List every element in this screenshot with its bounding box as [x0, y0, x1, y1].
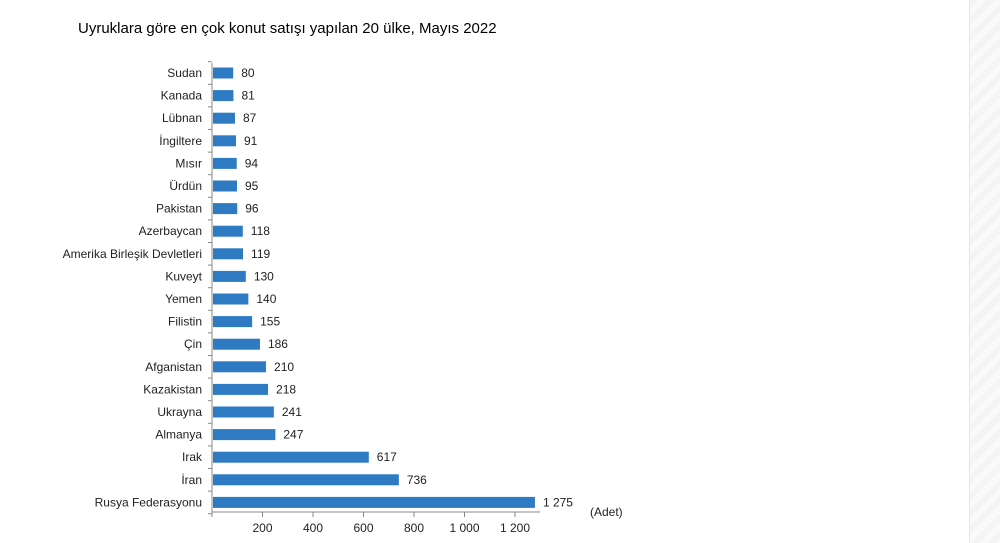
category-label: Çin [184, 337, 202, 351]
bar [213, 451, 369, 463]
value-label: 218 [276, 382, 296, 396]
value-label: 155 [260, 315, 280, 329]
bar [213, 180, 237, 192]
category-label: Amerika Birleşik Devletleri [63, 247, 202, 261]
x-tick-label: 800 [404, 521, 424, 535]
category-label: Mısır [175, 156, 202, 170]
value-label: 210 [274, 360, 294, 374]
page-edge-decoration [969, 0, 1000, 543]
category-label: Ürdün [169, 179, 202, 193]
value-label: 118 [251, 224, 270, 238]
category-label: Ukrayna [157, 405, 202, 419]
value-label: 186 [268, 337, 288, 351]
category-label: Afganistan [145, 360, 202, 374]
bar [213, 496, 535, 508]
category-label: Rusya Federasyonu [95, 495, 202, 509]
category-label: Filistin [168, 315, 202, 329]
bar [213, 383, 269, 395]
category-label: Yemen [165, 292, 202, 306]
value-label: 91 [244, 134, 258, 148]
x-tick-label: 1 200 [500, 521, 530, 535]
value-label: 81 [241, 89, 255, 103]
category-label: Pakistan [156, 202, 202, 216]
bar [213, 338, 260, 350]
value-label: 736 [407, 473, 427, 487]
bar [213, 429, 276, 441]
category-label: Sudan [167, 66, 202, 80]
bar [213, 157, 237, 169]
x-tick-label: 1 000 [449, 521, 479, 535]
bar [213, 225, 243, 237]
bar [213, 316, 253, 328]
x-tick-label: 200 [252, 521, 272, 535]
category-label: Kanada [161, 89, 203, 103]
bar [213, 293, 249, 305]
value-label: 130 [254, 269, 274, 283]
category-label: İran [181, 473, 202, 487]
unit-label: (Adet) [590, 505, 623, 519]
value-label: 1 275 [543, 495, 573, 509]
category-label: Lübnan [162, 111, 202, 125]
x-tick-label: 600 [353, 521, 373, 535]
bar [213, 90, 234, 102]
bar [213, 361, 267, 373]
value-label: 140 [256, 292, 276, 306]
value-label: 119 [251, 247, 270, 261]
bar [213, 67, 234, 79]
bar [213, 270, 246, 282]
chart-title: Uyruklara göre en çok konut satışı yapıl… [78, 20, 497, 37]
category-label: Azerbaycan [139, 224, 202, 238]
category-label: Kazakistan [143, 382, 202, 396]
bar [213, 203, 238, 215]
category-label: İngiltere [159, 134, 202, 148]
value-label: 247 [283, 428, 303, 442]
value-label: 95 [245, 179, 259, 193]
category-label: Irak [182, 450, 203, 464]
bar [213, 474, 399, 486]
bar [213, 112, 235, 124]
bar [213, 248, 244, 260]
category-label: Kuveyt [165, 269, 202, 283]
value-label: 94 [245, 156, 259, 170]
value-label: 617 [377, 450, 397, 464]
bar [213, 406, 274, 418]
x-tick-label: 400 [303, 521, 323, 535]
value-label: 87 [243, 111, 257, 125]
value-label: 241 [282, 405, 302, 419]
value-label: 96 [245, 202, 259, 216]
value-label: 80 [241, 66, 255, 80]
bar [213, 135, 236, 147]
category-label: Almanya [155, 428, 202, 442]
